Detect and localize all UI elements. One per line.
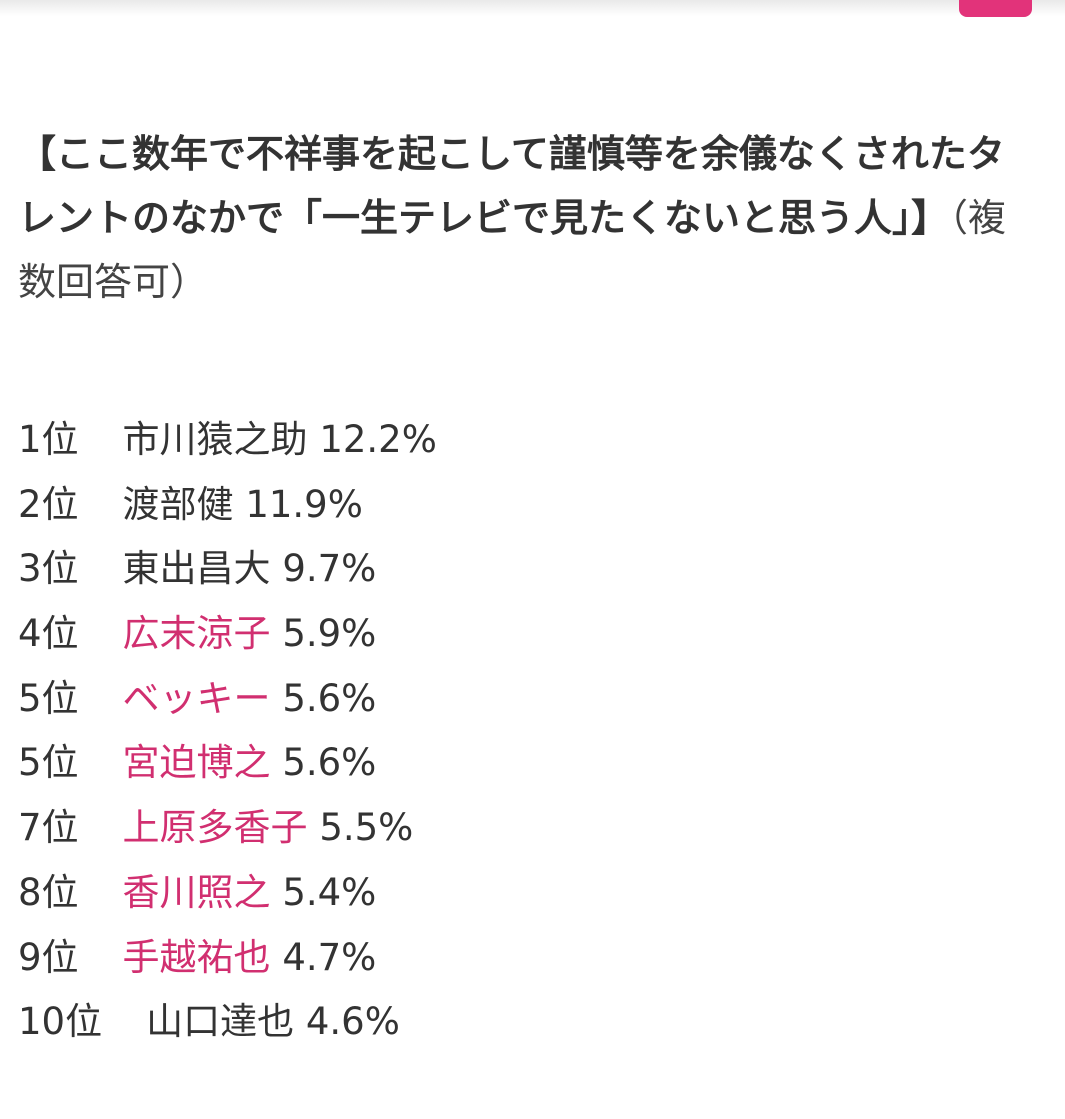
rank-name: 渡部健 — [122, 482, 234, 526]
ranking-row: 10位 山口達也 4.6% — [18, 990, 437, 1055]
ranking-heading: 【ここ数年で不祥事を起こして謹慎等を余儀なくされたタレントのなかで「一生テレビで… — [18, 122, 1018, 314]
ranking-row: 5位 宮迫博之 5.6% — [18, 731, 437, 796]
rank-percent: 5.4% — [282, 870, 377, 914]
rank-position: 3位 — [18, 547, 79, 591]
rank-name-link[interactable]: 香川照之 — [122, 870, 271, 914]
rank-position: 10位 — [18, 1000, 103, 1044]
ranking-row: 5位 ベッキー 5.6% — [18, 667, 437, 732]
rank-name: 東出昌大 — [122, 547, 271, 591]
rank-percent: 5.5% — [319, 806, 414, 850]
rank-position: 1位 — [18, 418, 79, 461]
rank-name-link[interactable]: 手越祐也 — [122, 935, 271, 979]
ranking-row: 2位 渡部健 11.9% — [18, 473, 437, 538]
rank-name-link[interactable]: 広末涼子 — [122, 612, 271, 656]
ranking-row: 3位 東出昌大 9.7% — [18, 537, 437, 602]
ranking-list: 1位 市川猿之助 12.2% 2位 渡部健 11.9% 3位 東出昌大 9.7% 4位 広末涼… — [18, 408, 437, 1055]
rank-percent: 12.2% — [319, 418, 437, 461]
ranking-row: 9位 手越祐也 4.7% — [18, 926, 437, 991]
rank-percent: 5.6% — [282, 741, 377, 785]
ranking-row: 7位 上原多香子 5.5% — [18, 796, 437, 861]
rank-position: 4位 — [18, 612, 79, 656]
rank-name-link[interactable]: 宮迫博之 — [122, 741, 271, 785]
heading-title: 【ここ数年で不祥事を起こして謹慎等を余儀なくされたタレントのなかで「一生テレビで… — [18, 132, 1005, 240]
rank-position: 8位 — [18, 870, 79, 914]
rank-percent: 9.7% — [282, 547, 377, 591]
rank-name-link[interactable]: 上原多香子 — [122, 806, 308, 850]
ranking-row: 8位 香川照之 5.4% — [18, 861, 437, 926]
top-bar-shadow — [0, 0, 1065, 16]
rank-percent: 5.9% — [282, 612, 377, 656]
rank-position: 9位 — [18, 935, 79, 979]
rank-name: 市川猿之助 — [122, 418, 308, 461]
rank-percent: 5.6% — [282, 676, 377, 720]
ranking-row: 1位 市川猿之助 12.2% — [18, 408, 437, 473]
rank-position: 7位 — [18, 806, 79, 850]
rank-percent: 4.7% — [282, 935, 377, 979]
rank-name-link[interactable]: ベッキー — [122, 676, 271, 720]
rank-percent: 11.9% — [245, 482, 363, 526]
rank-position: 2位 — [18, 482, 79, 526]
heading-note: （複数回答可） — [18, 196, 1007, 304]
rank-percent: 4.6% — [305, 1000, 400, 1044]
ranking-row: 4位 広末涼子 5.9% — [18, 602, 437, 667]
rank-name: 山口達也 — [146, 1000, 295, 1044]
accent-tab[interactable] — [959, 0, 1032, 17]
rank-position: 5位 — [18, 676, 79, 720]
rank-position: 5位 — [18, 741, 79, 785]
